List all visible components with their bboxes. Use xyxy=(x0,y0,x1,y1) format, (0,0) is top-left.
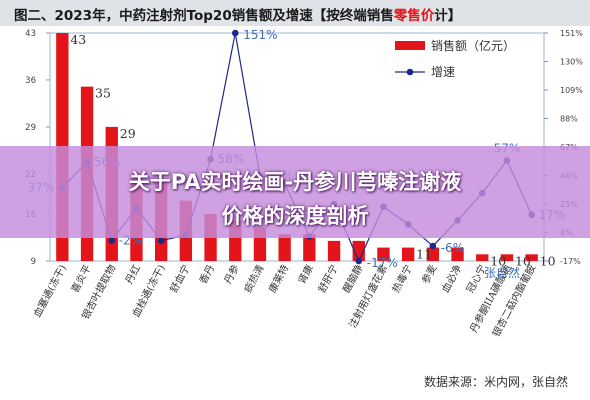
y-left-tick-label: 36 xyxy=(25,76,36,86)
bar xyxy=(278,234,291,261)
x-category-label: 舒肝宁 xyxy=(315,262,341,295)
bar xyxy=(303,234,316,261)
bar-value-label: 10 xyxy=(515,253,531,268)
chart-title: 图二、2023年，中药注射剂Top20销售额及增速【按终端销售零售价计】 xyxy=(14,4,461,24)
bar-value-label: 11 xyxy=(416,247,432,262)
x-category-label: 丹参 xyxy=(221,262,242,286)
bar-value-label: 35 xyxy=(95,86,111,101)
bar-value-label: 10 xyxy=(490,253,506,268)
bar-value-label: 43 xyxy=(70,32,86,47)
watermark: 张自然 xyxy=(484,266,521,280)
x-category-label: 肾康 xyxy=(295,262,316,286)
growth-point xyxy=(355,257,363,265)
growth-value-label: -17% xyxy=(367,256,398,270)
growth-point xyxy=(157,237,165,244)
y-right-tick-label: 88% xyxy=(560,115,578,124)
bar xyxy=(377,247,390,261)
y-right-tick-label: 109% xyxy=(560,86,583,95)
bar xyxy=(327,240,341,261)
y-left-tick-label: 43 xyxy=(25,29,36,39)
growth-point xyxy=(231,29,239,37)
y-right-tick-label: 130% xyxy=(560,58,583,67)
bar xyxy=(451,247,464,261)
y-left-tick-label: 9 xyxy=(31,257,36,267)
bar xyxy=(401,247,415,261)
title-highlight: 零售价 xyxy=(393,8,435,24)
x-category-label: 痰热清 xyxy=(241,262,267,295)
title-bar xyxy=(0,0,590,26)
bar xyxy=(525,254,538,261)
overlay-banner xyxy=(0,146,590,238)
bar-value-label: 10 xyxy=(540,253,556,268)
growth-value-label: 151% xyxy=(243,28,277,42)
growth-point xyxy=(429,242,437,250)
bar-value-label: 29 xyxy=(120,126,136,141)
x-category-label: 喜炎平 xyxy=(68,262,94,295)
x-category-label: 参麦 xyxy=(419,262,440,286)
y-right-tick-label: -17% xyxy=(560,257,581,266)
bar xyxy=(476,254,489,261)
legend-bar-swatch xyxy=(395,41,425,50)
x-category-label: 醒脑静 xyxy=(340,262,366,295)
bar xyxy=(500,254,514,261)
x-category-label: 康莱特 xyxy=(266,262,292,295)
legend-bar-label: 销售额（亿元） xyxy=(431,38,515,53)
y-right-tick-label: 151% xyxy=(560,29,583,38)
growth-point xyxy=(108,237,116,244)
title-suffix: 计】 xyxy=(434,8,462,24)
bar xyxy=(352,240,365,261)
bar xyxy=(426,247,440,261)
x-category-label: 血塞通(冻干) xyxy=(30,262,69,319)
title-prefix: 图二、2023年，中药注射剂Top20销售额及增速【按终端销售 xyxy=(14,8,394,24)
x-category-label: 舒血宁 xyxy=(167,262,193,295)
x-category-label: 香丹 xyxy=(197,263,217,286)
x-category-label: 丹红 xyxy=(122,262,143,286)
x-category-label: 血必净 xyxy=(439,262,465,295)
banner-line-2: 价格的深度剖析 xyxy=(221,204,369,228)
data-source: 数据来源：米内网，张自然 xyxy=(423,375,568,389)
legend-line-marker xyxy=(406,68,414,76)
banner-line-1: 关于PA实时绘画-丹参川芎嗪注谢液 xyxy=(128,170,462,194)
legend-line-label: 增速 xyxy=(431,65,455,79)
growth-value-label: -6% xyxy=(441,241,464,255)
y-left-tick-label: 29 xyxy=(25,123,36,133)
